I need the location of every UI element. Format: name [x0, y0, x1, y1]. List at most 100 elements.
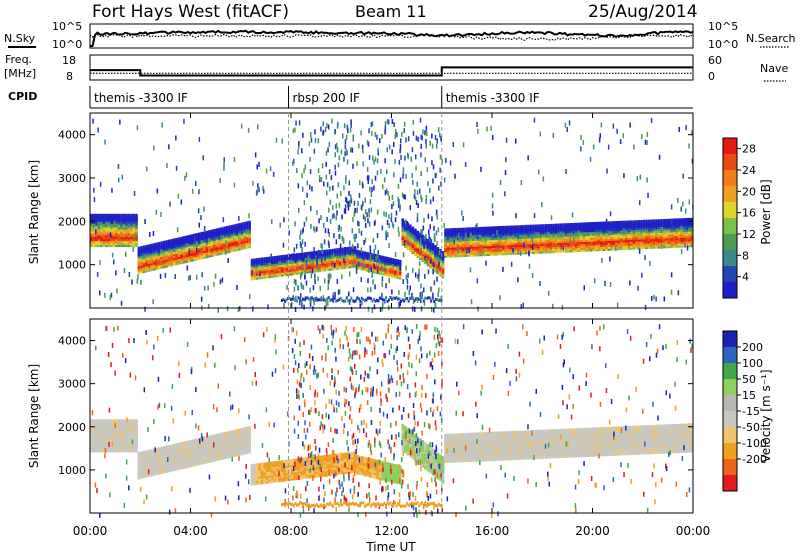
- power-noise-cell: [307, 254, 310, 260]
- power-noise-cell: [314, 273, 316, 279]
- power-cell: [345, 296, 348, 300]
- power-noise-cell: [351, 147, 354, 153]
- power-noise-cell: [326, 216, 328, 222]
- velocity-cell: [225, 431, 229, 438]
- power-noise-cell: [377, 150, 379, 156]
- power-noise-cell: [391, 221, 394, 227]
- velocity-cell: [167, 445, 171, 451]
- noise-search-label: N.Search: [746, 32, 796, 45]
- power-noise-cell: [504, 191, 506, 197]
- power-cell: [610, 221, 613, 228]
- power-noise-cell: [440, 181, 442, 187]
- power-noise-cell: [399, 177, 402, 183]
- colorbar-segment: [723, 218, 737, 234]
- power-noise-cell: [565, 169, 567, 174]
- power-noise-cell: [366, 140, 369, 146]
- power-noise-cell: [528, 263, 531, 269]
- velocity-cell: [172, 443, 176, 450]
- power-cell: [137, 246, 141, 253]
- power-noise-cell: [646, 140, 648, 145]
- power-cell: [409, 296, 412, 300]
- power-noise-cell: [512, 247, 514, 253]
- power-noise-cell: [653, 294, 655, 300]
- power-cell: [422, 299, 425, 303]
- power-noise-cell: [327, 279, 330, 285]
- power-noise-cell: [609, 282, 612, 287]
- power-noise-cell: [552, 303, 554, 309]
- power-noise-cell: [381, 134, 383, 139]
- power-noise-cell: [330, 273, 332, 279]
- power-cell: [311, 251, 314, 258]
- power-noise-cell: [646, 177, 648, 183]
- power-noise-cell: [350, 119, 352, 125]
- power-noise-cell: [341, 274, 343, 280]
- power-noise-cell: [686, 245, 689, 251]
- power-cell: [436, 298, 439, 302]
- power-noise-cell: [323, 239, 326, 245]
- power-noise-cell: [249, 294, 251, 300]
- power-noise-cell: [405, 137, 407, 143]
- power-cell: [283, 254, 286, 261]
- power-noise-cell: [398, 231, 400, 237]
- power-noise-cell: [417, 203, 419, 209]
- velocity-cell: [115, 419, 118, 426]
- velocity-cell: [140, 451, 143, 458]
- power-noise-cell: [385, 212, 387, 218]
- power-noise-cell: [324, 256, 326, 262]
- power-noise-cell: [416, 181, 418, 187]
- power-noise-cell: [466, 248, 468, 254]
- power-noise-cell: [332, 292, 334, 298]
- power-cell: [539, 224, 543, 231]
- power-noise-cell: [432, 269, 434, 275]
- power-cell: [329, 298, 332, 302]
- power-noise-cell: [257, 124, 259, 130]
- noise-panel: N.Sky 10^5 10^0 10^5 10^0 N.Search: [4, 20, 796, 51]
- power-noise-cell: [317, 276, 319, 282]
- power-noise-cell: [639, 200, 641, 206]
- freq-label: Freq.: [5, 53, 32, 66]
- power-cell: [421, 234, 425, 241]
- power-noise-cell: [145, 166, 148, 172]
- velocity-cell: [135, 419, 138, 426]
- power-noise-cell: [328, 243, 330, 249]
- power-noise-cell: [390, 217, 393, 223]
- power-cell: [183, 236, 186, 243]
- power-noise-cell: [399, 266, 401, 271]
- power-noise-cell: [227, 258, 229, 263]
- power-cell: [429, 240, 432, 247]
- power-cell: [275, 255, 279, 262]
- power-noise-cell: [398, 199, 400, 204]
- power-noise-cell: [337, 162, 340, 168]
- power-noise-cell: [531, 244, 534, 250]
- power-noise-cell: [394, 217, 397, 223]
- power-noise-cell: [310, 206, 312, 212]
- power-noise-cell: [137, 274, 139, 280]
- power-cell: [120, 213, 123, 220]
- power-noise-cell: [343, 123, 346, 129]
- velocity-cell: [220, 432, 224, 439]
- power-noise-cell: [416, 212, 419, 218]
- velocity-cell: [137, 452, 141, 458]
- power-cell: [102, 213, 106, 220]
- power-noise-cell: [223, 165, 225, 171]
- power-cell: [383, 298, 386, 302]
- power-cell: [385, 296, 387, 300]
- power-noise-cell: [346, 150, 348, 156]
- power-noise-cell: [402, 279, 404, 284]
- power-noise-cell: [413, 236, 416, 241]
- power-cell: [316, 250, 319, 257]
- velocity-cell: [127, 419, 131, 426]
- power-noise-cell: [419, 117, 422, 123]
- power-cell: [474, 227, 477, 234]
- power-cell: [517, 225, 520, 232]
- power-noise-cell: [598, 137, 601, 143]
- power-noise-cell: [248, 213, 250, 219]
- power-noise-cell: [364, 216, 366, 222]
- power-cell: [332, 299, 335, 303]
- power-noise-cell: [309, 287, 311, 293]
- power-noise-cell: [340, 226, 342, 232]
- power-cell: [481, 226, 485, 233]
- power-noise-cell: [616, 128, 618, 134]
- power-cell: [372, 298, 375, 301]
- power-noise-cell: [320, 243, 322, 249]
